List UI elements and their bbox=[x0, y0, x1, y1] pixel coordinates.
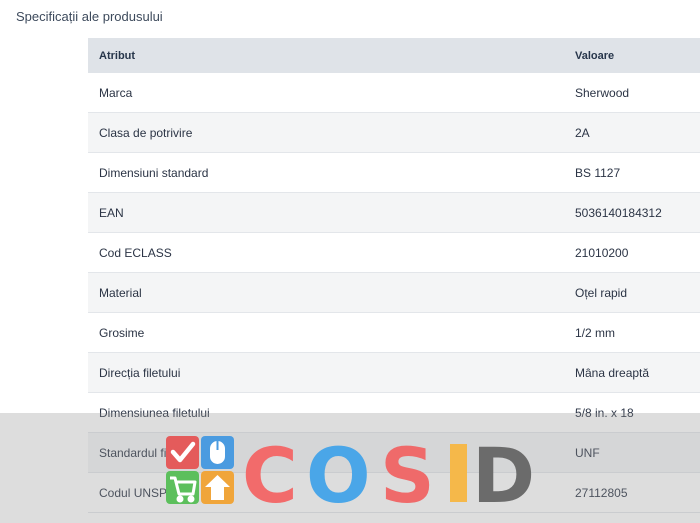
mouse-icon bbox=[210, 441, 225, 464]
cell-attribute: Dimensiunea filetului bbox=[88, 392, 564, 433]
watermark-band bbox=[0, 413, 700, 523]
cell-attribute: EAN bbox=[88, 192, 564, 233]
table-row: Dimensiuni standard BS 1127 bbox=[88, 152, 700, 193]
header-attribute: Atribut bbox=[88, 38, 564, 73]
cell-attribute: Dimensiuni standard bbox=[88, 152, 564, 193]
cell-value: 2A bbox=[564, 112, 700, 153]
section-title: Specificații ale produsului bbox=[16, 9, 163, 24]
cell-value: Oțel rapid bbox=[564, 272, 700, 313]
spec-table: Atribut Valoare Marca Sherwood Clasa de … bbox=[88, 38, 700, 513]
svg-text:O: O bbox=[306, 436, 371, 506]
cell-value: 5036140184312 bbox=[564, 192, 700, 233]
svg-text:C: C bbox=[242, 436, 298, 506]
shopping-cart-icon bbox=[170, 476, 197, 503]
watermark-text: C O S D bbox=[242, 436, 535, 506]
cell-attribute: Marca bbox=[88, 73, 564, 113]
table-row: Cod ECLASS 21010200 bbox=[88, 232, 700, 273]
watermark-logo: C O S D bbox=[166, 436, 535, 506]
table-row: Direcția filetului Mâna dreaptă bbox=[88, 352, 700, 393]
table-row: EAN 5036140184312 bbox=[88, 192, 700, 233]
cell-value: Sherwood bbox=[564, 73, 700, 113]
header-value: Valoare bbox=[564, 38, 700, 73]
cell-value: 21010200 bbox=[564, 232, 700, 273]
cell-value: 5/8 in. x 18 bbox=[564, 392, 700, 433]
home-upload-icon bbox=[205, 475, 230, 500]
cell-value: 27112805 bbox=[564, 472, 700, 513]
cell-value: 1/2 mm bbox=[564, 312, 700, 353]
cell-attribute: Material bbox=[88, 272, 564, 313]
watermark-icon-tiles bbox=[166, 436, 234, 504]
table-row: Grosime 1/2 mm bbox=[88, 312, 700, 353]
svg-text:S: S bbox=[380, 436, 435, 506]
table-row: Clasa de potrivire 2A bbox=[88, 112, 700, 153]
table-row: Material Oțel rapid bbox=[88, 272, 700, 313]
svg-text:D: D bbox=[472, 436, 535, 506]
checkmark-icon bbox=[170, 441, 196, 463]
cell-value: UNF bbox=[564, 432, 700, 473]
table-header-row: Atribut Valoare bbox=[88, 38, 700, 73]
table-row: Dimensiunea filetului 5/8 in. x 18 bbox=[88, 392, 700, 433]
cell-attribute: Clasa de potrivire bbox=[88, 112, 564, 153]
cell-value: Mâna dreaptă bbox=[564, 352, 700, 393]
cell-attribute: Direcția filetului bbox=[88, 352, 564, 393]
cell-attribute: Cod ECLASS bbox=[88, 232, 564, 273]
table-row: Marca Sherwood bbox=[88, 73, 700, 113]
cell-value: BS 1127 bbox=[564, 152, 700, 193]
cell-attribute: Grosime bbox=[88, 312, 564, 353]
